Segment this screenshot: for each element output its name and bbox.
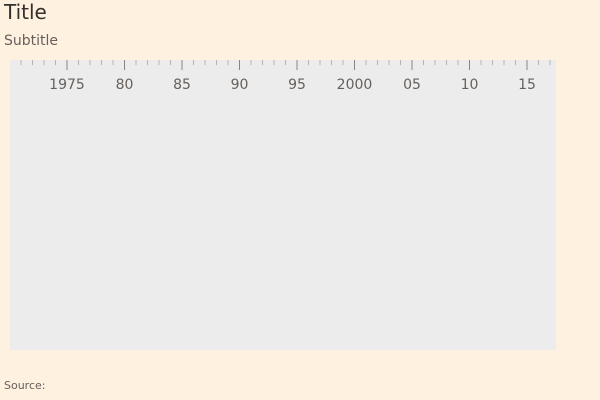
source-note: Source: xyxy=(4,379,46,392)
major-ticks xyxy=(66,60,528,70)
x-tick-label: 1975 xyxy=(49,77,85,93)
minor-ticks xyxy=(20,60,551,65)
x-axis-tick-labels: 1975 80 85 90 95 2000 05 10 15 xyxy=(49,77,536,93)
plot-area xyxy=(10,60,556,350)
x-tick-label: 15 xyxy=(518,77,536,93)
x-tick-label: 95 xyxy=(288,77,306,93)
x-tick-label: 05 xyxy=(403,77,421,93)
chart-title: Title xyxy=(4,0,47,24)
x-tick-label: 80 xyxy=(116,77,134,93)
x-tick-label: 85 xyxy=(173,77,191,93)
x-tick-label: 2000 xyxy=(337,77,373,93)
x-tick-label: 90 xyxy=(231,77,249,93)
x-tick-label: 10 xyxy=(461,77,479,93)
chart-subtitle: Subtitle xyxy=(4,33,59,49)
